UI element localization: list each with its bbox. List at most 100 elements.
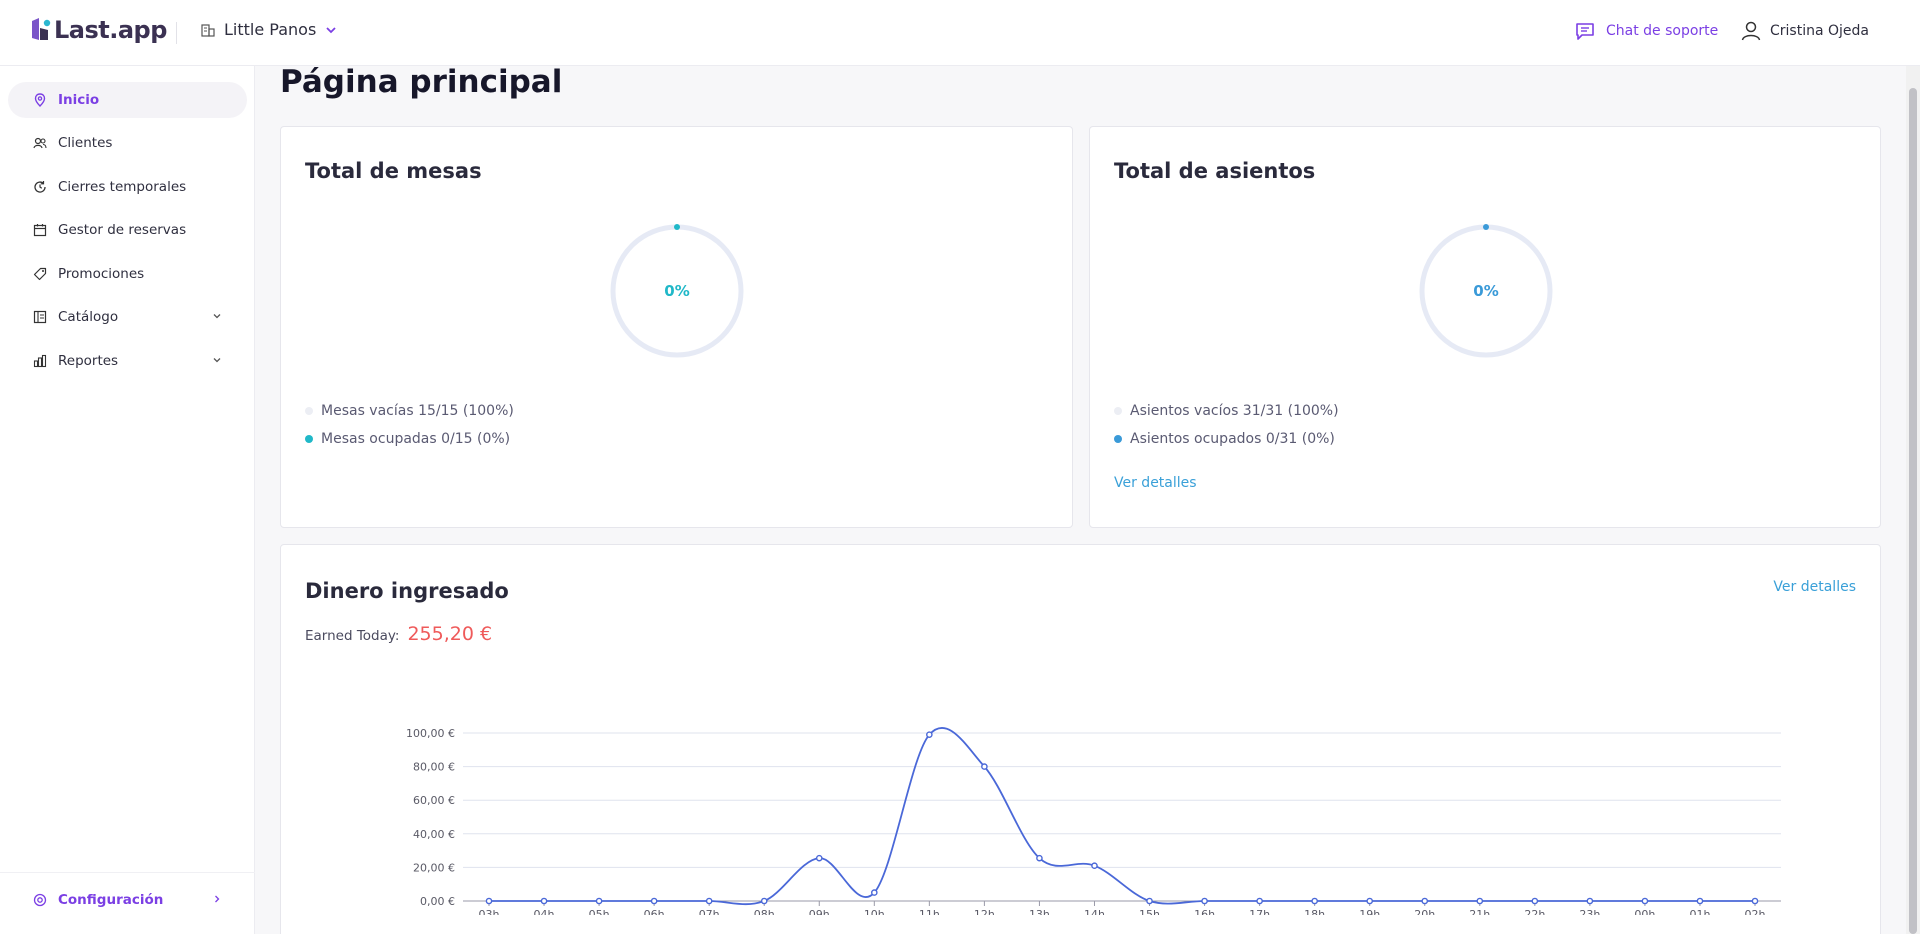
earned-today: Earned Today: 255,20 € <box>305 623 492 645</box>
series-line <box>489 727 1755 906</box>
x-tick-label: 19h <box>1359 908 1380 915</box>
money-card-title: Dinero ingresado <box>305 579 509 603</box>
data-point <box>1531 897 1539 905</box>
sidebar-item-label: Configuración <box>58 892 164 908</box>
sidebar-divider <box>0 872 255 873</box>
sidebar-item-gestor-reservas[interactable]: Gestor de reservas <box>8 212 247 248</box>
logo-icon <box>32 18 51 40</box>
data-point <box>1311 897 1318 905</box>
sidebar-item-reportes[interactable]: Reportes <box>8 343 247 379</box>
x-tick-label: 10h <box>864 908 885 915</box>
chevron-down-icon <box>213 358 221 363</box>
gear-icon <box>32 892 48 908</box>
seats-occupied-legend: Asientos ocupados 0/31 (0%) <box>1114 431 1335 447</box>
chevron-down-icon <box>326 26 336 33</box>
x-tick-label: 08h <box>754 908 775 915</box>
money-details-link[interactable]: Ver detalles <box>1773 579 1856 595</box>
y-tick-label: 60,00 € <box>413 794 455 807</box>
data-point <box>540 897 548 905</box>
seats-card-title: Total de asientos <box>1114 159 1316 183</box>
data-point <box>1256 897 1263 905</box>
sidebar-item-configuracion[interactable]: Configuración <box>8 882 247 918</box>
seats-empty-label: Asientos vacíos 31/31 (100%) <box>1130 403 1339 419</box>
data-point <box>1036 854 1043 862</box>
page-scrollbar[interactable] <box>1906 66 1920 934</box>
building-icon <box>201 23 215 37</box>
support-chat-button[interactable]: Chat de soporte <box>1574 20 1718 42</box>
tables-donut: 0% <box>609 223 745 359</box>
tables-donut-ring <box>610 224 744 358</box>
data-point <box>1421 897 1429 905</box>
tables-empty-label: Mesas vacías 15/15 (100%) <box>321 403 514 419</box>
sidebar-item-promociones[interactable]: Promociones <box>8 256 247 292</box>
catalog-icon <box>32 309 48 325</box>
store-name: Little Panos <box>224 20 317 39</box>
x-tick-label: 01h <box>1689 908 1710 915</box>
data-point <box>705 897 713 905</box>
money-card: Dinero ingresado Ver detalles Earned Tod… <box>280 544 1881 934</box>
user-menu[interactable]: Cristina Ojeda <box>1740 20 1869 42</box>
x-tick-label: 16h <box>1194 908 1215 915</box>
money-line-chart: 0,00 € 20,00 € 40,00 € 60,00 € 80,00 € 100,00… <box>406 727 1781 915</box>
tables-empty-legend: Mesas vacías 15/15 (100%) <box>305 403 514 419</box>
earned-value: 255,20 € <box>407 623 493 645</box>
users-icon <box>32 135 48 151</box>
sidebar-item-label: Inicio <box>58 92 100 108</box>
store-selector[interactable]: Little Panos <box>200 20 338 39</box>
y-tick-label: 0,00 € <box>420 895 455 908</box>
scrollbar-thumb[interactable] <box>1909 88 1917 934</box>
calendar-icon <box>32 222 48 238</box>
data-point <box>595 897 603 905</box>
user-icon <box>1741 21 1761 41</box>
x-tick-label: 09h <box>809 908 830 915</box>
user-name: Cristina Ojeda <box>1770 23 1869 39</box>
data-point <box>1146 897 1153 905</box>
legend-dot <box>1114 435 1122 443</box>
chat-icon <box>1576 23 1594 40</box>
sidebar-item-catalogo[interactable]: Catálogo <box>8 299 247 335</box>
data-point <box>1201 897 1208 905</box>
seats-empty-legend: Asientos vacíos 31/31 (100%) <box>1114 403 1339 419</box>
x-tick-label: 07h <box>699 908 720 915</box>
sidebar-item-clientes[interactable]: Clientes <box>8 125 247 161</box>
x-tick-label: 12h <box>974 908 995 915</box>
x-tick-label: 15h <box>1139 908 1160 915</box>
data-point <box>1641 897 1649 905</box>
earned-label: Earned Today: <box>305 628 400 644</box>
sidebar-item-label: Catálogo <box>58 309 119 325</box>
chevron-down-icon <box>213 314 221 319</box>
clock-refresh-icon <box>32 179 48 195</box>
chevron-right-icon <box>215 895 220 903</box>
legend-dot <box>305 435 313 443</box>
x-tick-label: 23h <box>1579 908 1600 915</box>
tag-icon <box>32 266 48 282</box>
y-tick-label: 40,00 € <box>413 828 455 841</box>
data-point <box>871 889 878 896</box>
x-tick-label: 11h <box>919 908 940 915</box>
x-tick-label: 05h <box>589 908 610 915</box>
legend-dot <box>305 407 313 415</box>
app-logo[interactable]: Last.app <box>30 16 167 44</box>
bar-chart-icon <box>32 353 48 369</box>
seats-details-link[interactable]: Ver detalles <box>1114 475 1197 491</box>
data-point <box>1696 897 1704 905</box>
x-tick-label: 18h <box>1304 908 1325 915</box>
x-tick-label: 03h <box>479 908 500 915</box>
tables-percent: 0% <box>664 282 690 300</box>
data-point <box>815 854 823 862</box>
x-tick-label: 14h <box>1084 908 1105 915</box>
sidebar: Inicio Clientes Cierres temporales Gesto… <box>0 66 255 934</box>
data-point <box>1366 897 1373 905</box>
sidebar-item-inicio[interactable]: Inicio <box>8 82 247 118</box>
support-label: Chat de soporte <box>1606 23 1719 39</box>
x-tick-label: 02h <box>1745 908 1766 915</box>
sidebar-item-label: Cierres temporales <box>58 179 187 195</box>
sidebar-item-cierres-temporales[interactable]: Cierres temporales <box>8 169 247 205</box>
data-point <box>926 731 933 738</box>
legend-dot <box>1114 407 1122 415</box>
data-point <box>1751 897 1759 905</box>
seats-occupied-label: Asientos ocupados 0/31 (0%) <box>1130 431 1335 447</box>
page-title: Página principal <box>280 64 563 100</box>
sidebar-item-label: Promociones <box>58 266 145 282</box>
sidebar-item-label: Clientes <box>58 135 113 151</box>
